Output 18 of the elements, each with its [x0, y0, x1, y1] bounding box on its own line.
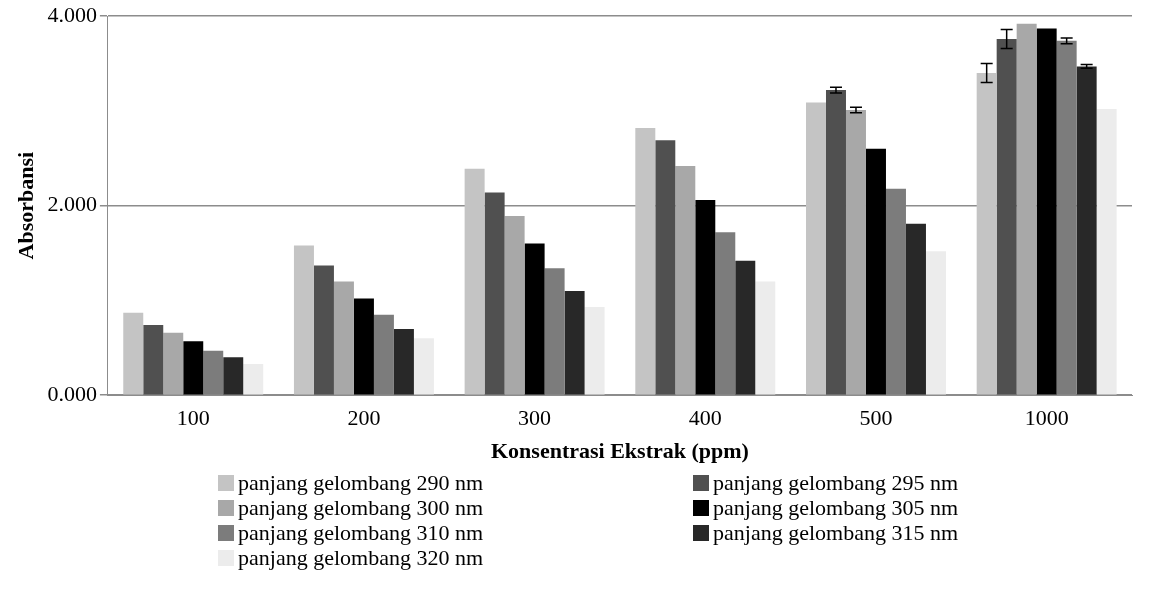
legend-label: panjang gelombang 300 nm	[238, 495, 484, 520]
x-tick-label: 300	[518, 405, 552, 431]
y-tick-label: 4.000	[47, 1, 97, 27]
x-tick-label: 1000	[1024, 405, 1069, 431]
x-tick-label: 500	[859, 405, 893, 431]
y-tick-label: 2.000	[47, 191, 97, 217]
legend-label: panjang gelombang 320 nm	[238, 545, 484, 570]
legend-label: panjang gelombang 310 nm	[238, 520, 484, 545]
legend-label: panjang gelombang 315 nm	[713, 520, 959, 545]
x-tick-label: 400	[688, 405, 722, 431]
y-axis-title: Absorbansi	[12, 151, 38, 260]
y-tick-label: 0.000	[47, 380, 97, 406]
legend-label: panjang gelombang 305 nm	[713, 495, 959, 520]
legend-label: panjang gelombang 290 nm	[238, 470, 484, 495]
x-tick-label: 100	[176, 405, 210, 431]
x-tick-label: 200	[347, 405, 381, 431]
legend-label: panjang gelombang 295 nm	[713, 470, 959, 495]
x-axis-title: Konsentrasi Ekstrak (ppm)	[490, 438, 749, 464]
